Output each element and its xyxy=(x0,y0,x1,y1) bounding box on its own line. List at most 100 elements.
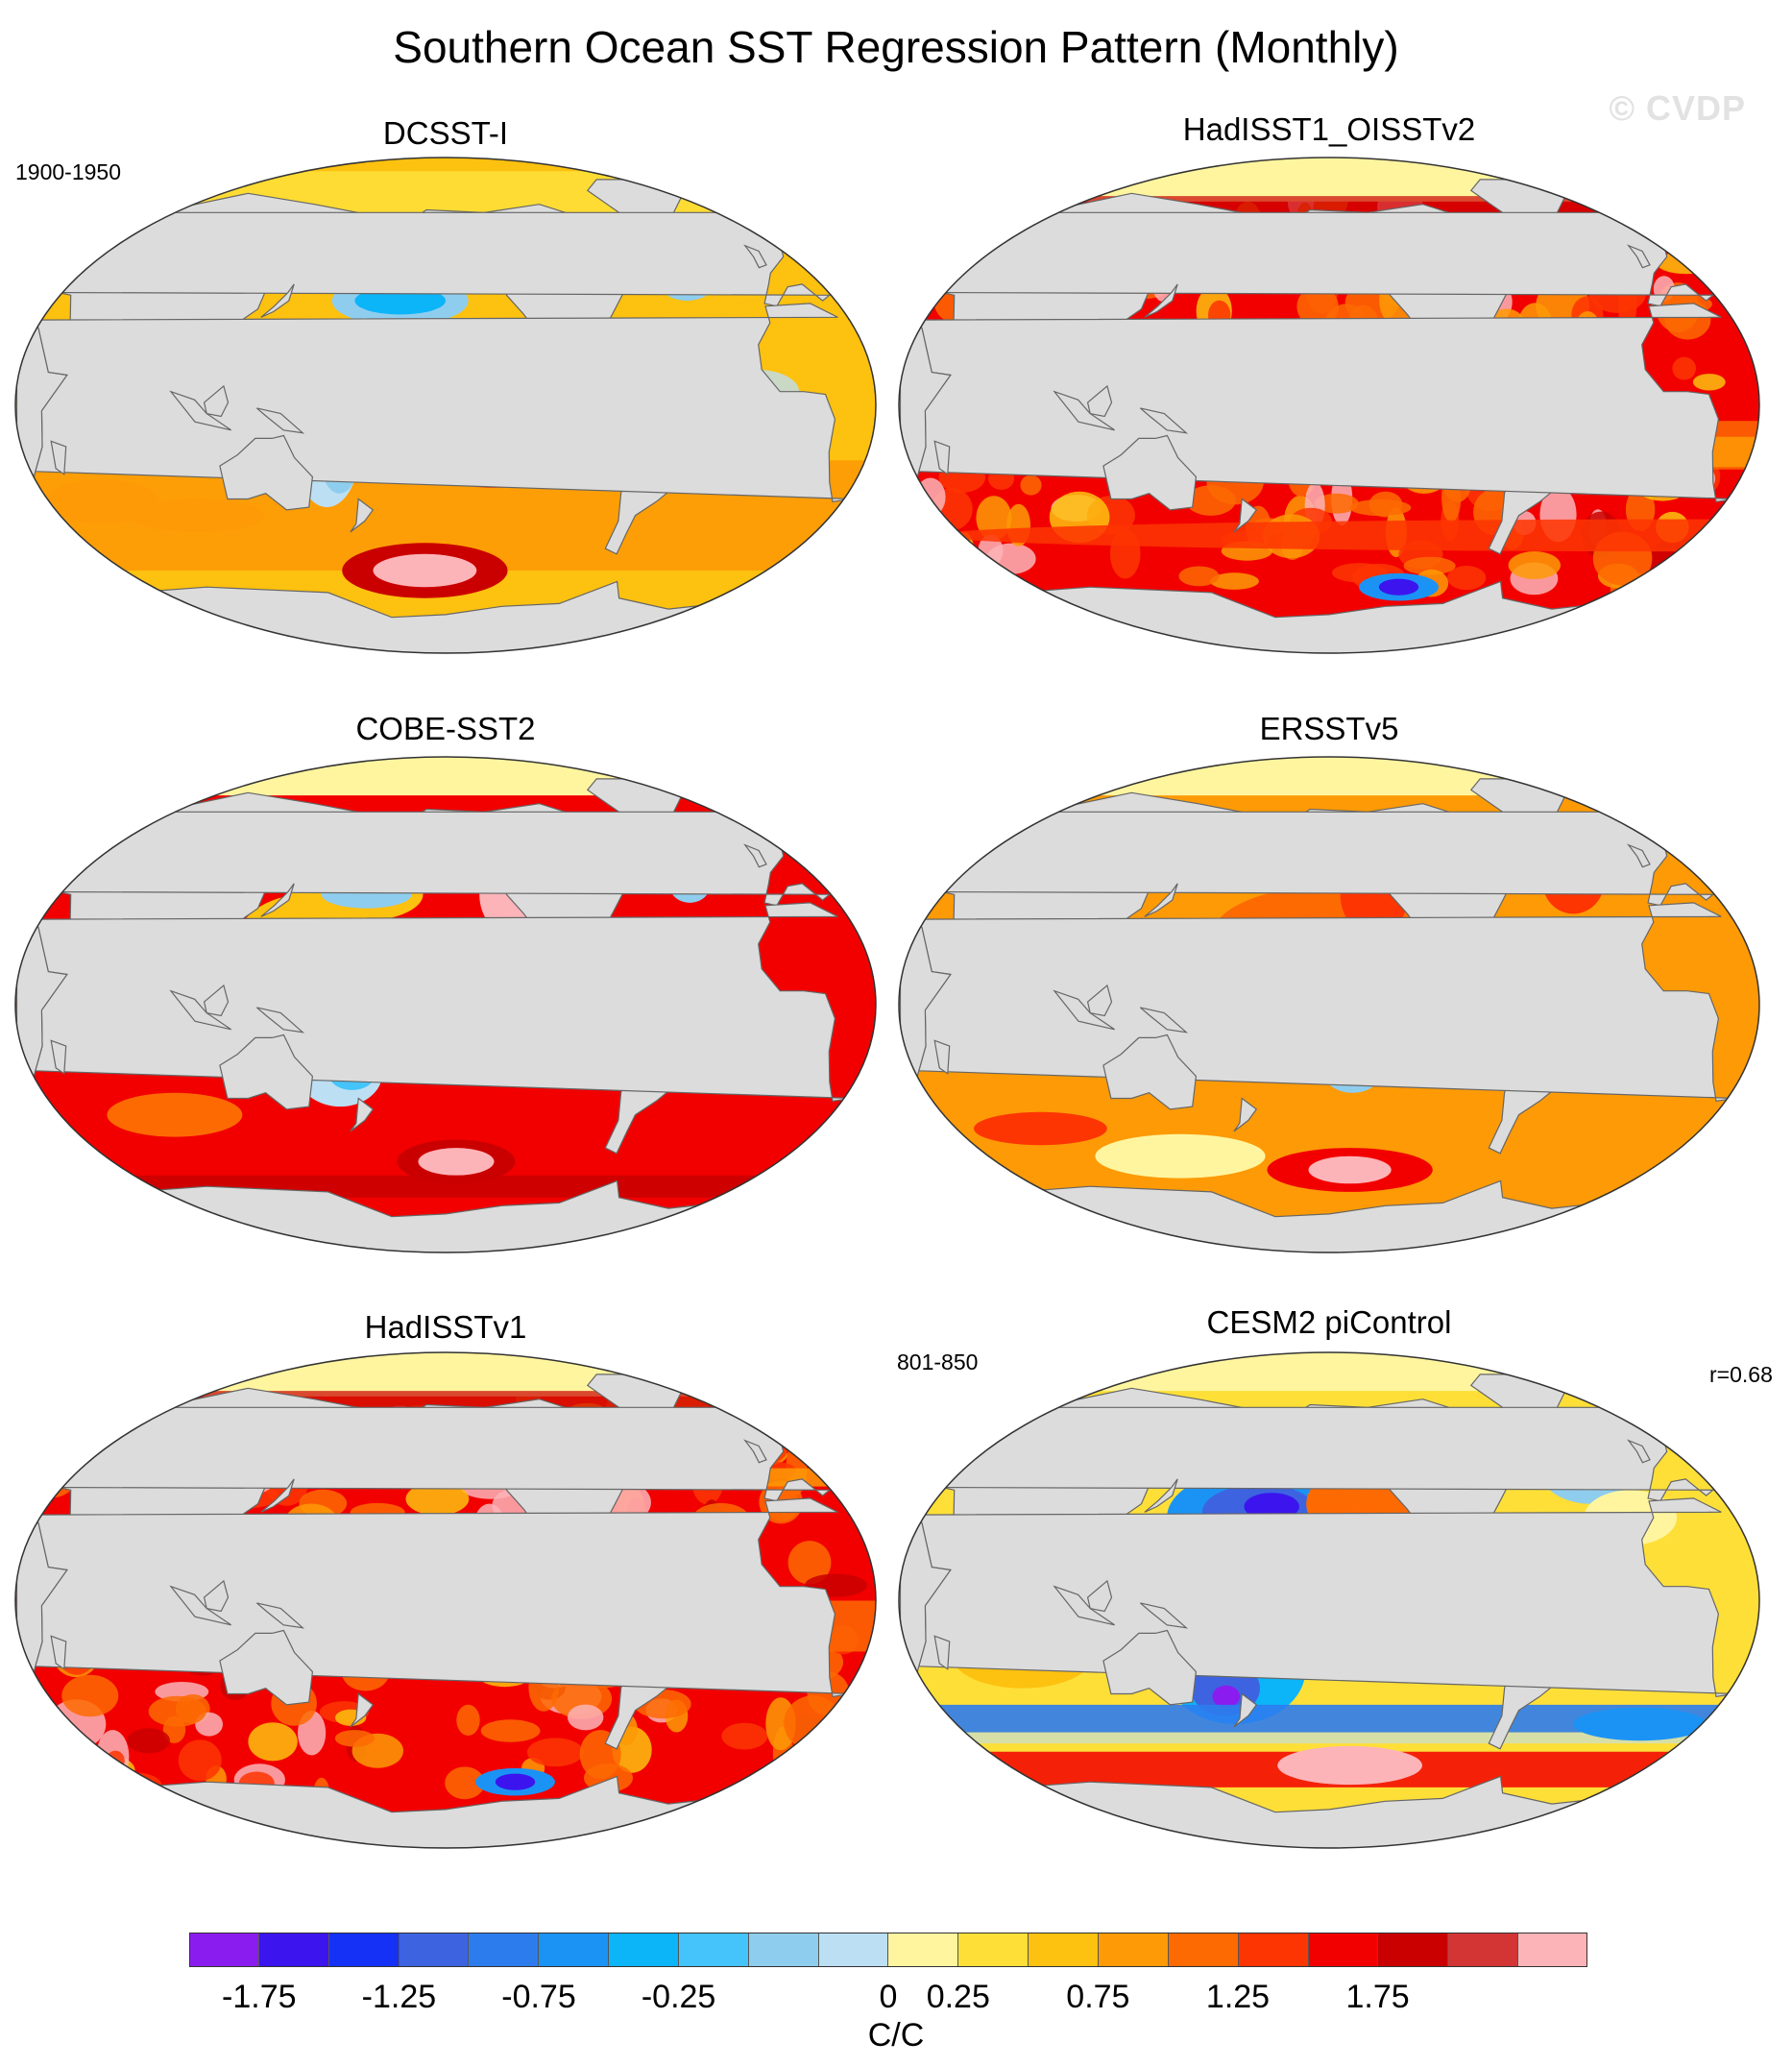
colorbar-swatch xyxy=(538,1933,609,1967)
panel-title-5: HadISSTv1 xyxy=(364,1309,527,1345)
map-border xyxy=(898,756,1760,1253)
sst-anomaly-region xyxy=(405,1482,470,1516)
sst-anomaly-region xyxy=(1692,374,1726,391)
sst-anomaly-region xyxy=(1178,566,1220,587)
sst-anomaly-band xyxy=(1002,1352,1657,1392)
sst-anomaly-region xyxy=(1095,1133,1266,1179)
landmass-borneo xyxy=(203,984,230,1017)
landmass-madagascar xyxy=(50,1039,67,1075)
colorbar-tick-label: -0.75 xyxy=(501,1979,576,2015)
colorbar-swatch xyxy=(1447,1933,1518,1967)
landmass-madagascar xyxy=(933,1039,951,1075)
sst-anomaly-band xyxy=(118,757,773,796)
landmass-japan xyxy=(260,283,295,318)
sst-anomaly-region xyxy=(1672,356,1696,380)
landmass-africa-east xyxy=(15,1513,68,1686)
landmass-new-zealand xyxy=(350,1692,375,1728)
colorbar-tick-label: 0.25 xyxy=(926,1979,990,2015)
colorbar-tick-label: 0.75 xyxy=(1066,1979,1130,2015)
sst-anomaly-band xyxy=(933,1732,1725,1744)
landmass-borneo xyxy=(1086,384,1113,418)
sst-anomaly-region xyxy=(93,1751,116,1804)
map-panel-2 xyxy=(898,157,1760,654)
sst-anomaly-region xyxy=(127,1728,171,1754)
sst-field xyxy=(15,158,876,653)
sst-anomaly-region xyxy=(1378,578,1419,596)
landmass-borneo xyxy=(203,384,230,418)
landmass-madagascar xyxy=(933,1635,951,1670)
period-label-model: 801-850 xyxy=(897,1350,979,1374)
landmass-africa xyxy=(33,303,853,502)
sst-anomaly-region xyxy=(1308,1155,1392,1184)
landmass-africa-east xyxy=(15,917,68,1090)
map-panel-4 xyxy=(898,756,1760,1253)
period-label-obs: 1900-1950 xyxy=(15,159,121,184)
landmass-africa-east xyxy=(899,917,952,1090)
landmass-madagascar xyxy=(933,440,951,475)
sst-anomaly-region xyxy=(178,1739,222,1782)
landmass-japan xyxy=(1144,883,1178,917)
sst-field xyxy=(899,1352,1759,1848)
landmass-madagascar xyxy=(50,1635,67,1670)
colorbar-swatch xyxy=(327,1933,399,1967)
sst-anomaly-band xyxy=(1002,757,1657,796)
landmass-madagascar xyxy=(50,440,67,475)
sst-anomaly-band xyxy=(995,158,1663,202)
colorbar xyxy=(189,1933,1587,1967)
landmass-new-zealand xyxy=(350,1097,375,1132)
colorbar-swatch xyxy=(677,1933,748,1967)
landmass-new-guinea xyxy=(1140,1602,1189,1629)
colorbar-tick-label: -0.25 xyxy=(641,1979,716,2015)
colorbar-swatch xyxy=(468,1933,539,1967)
landmass-europe-west xyxy=(38,811,843,907)
pattern-correlation-label: r=0.68 xyxy=(1709,1362,1773,1387)
sst-anomaly-band xyxy=(111,1352,780,1397)
landmass-japan xyxy=(260,1478,295,1513)
sst-anomaly-region xyxy=(1403,556,1456,575)
landmass-new-zealand xyxy=(1233,1692,1258,1728)
colorbar-tick-label: 0 xyxy=(879,1979,898,2015)
sst-anomaly-region xyxy=(418,1148,495,1176)
landmass-australia xyxy=(1102,1034,1198,1110)
landmass-africa-east xyxy=(899,318,952,491)
landmass-uk xyxy=(1627,843,1651,868)
landmass-indonesia xyxy=(169,390,231,431)
sst-anomaly-region xyxy=(1314,493,1359,514)
sst-anomaly-region xyxy=(456,1704,480,1736)
landmass-europe-west xyxy=(38,1406,843,1502)
landmass-new-zealand xyxy=(350,498,375,533)
watermark: © CVDP xyxy=(1609,88,1746,128)
landmass-africa xyxy=(33,902,853,1102)
sst-anomaly-region xyxy=(248,1722,298,1762)
colorbar-swatch xyxy=(957,1933,1029,1967)
sst-anomaly-region xyxy=(109,1772,162,1798)
sst-anomaly-region xyxy=(1212,1685,1240,1708)
landmass-australia xyxy=(219,1629,314,1706)
sst-anomaly-region xyxy=(373,553,477,588)
landmass-japan xyxy=(1144,1478,1178,1513)
figure-title: Southern Ocean SST Regression Pattern (M… xyxy=(393,22,1399,72)
sst-anomaly-region xyxy=(989,190,1027,231)
landmass-new-zealand xyxy=(1233,1097,1258,1132)
colorbar-swatch xyxy=(189,1933,258,1967)
sst-anomaly-region xyxy=(445,1766,485,1800)
sst-anomaly-region xyxy=(1277,1745,1422,1786)
land-mask xyxy=(15,1374,853,1848)
sst-anomaly-region xyxy=(148,1695,206,1727)
sst-anomaly-region xyxy=(334,1730,375,1747)
map-border xyxy=(14,157,877,654)
colorbar-swatch xyxy=(608,1933,678,1967)
sst-anomaly-region xyxy=(568,1704,604,1731)
landmass-indonesia xyxy=(1053,1585,1115,1626)
landmass-uk xyxy=(1627,244,1651,269)
colorbar-tick-label: -1.75 xyxy=(222,1979,297,2015)
colorbar-swatch xyxy=(1028,1933,1098,1967)
landmass-europe-west xyxy=(922,811,1727,907)
landmass-borneo xyxy=(203,1579,230,1613)
sst-anomaly-region xyxy=(1020,474,1042,496)
map-panel-3 xyxy=(14,756,877,1253)
sst-anomaly-region xyxy=(106,1750,125,1771)
colorbar-swatch xyxy=(1307,1933,1378,1967)
colorbar-swatch xyxy=(1517,1933,1587,1967)
sst-anomaly-region xyxy=(44,479,159,524)
